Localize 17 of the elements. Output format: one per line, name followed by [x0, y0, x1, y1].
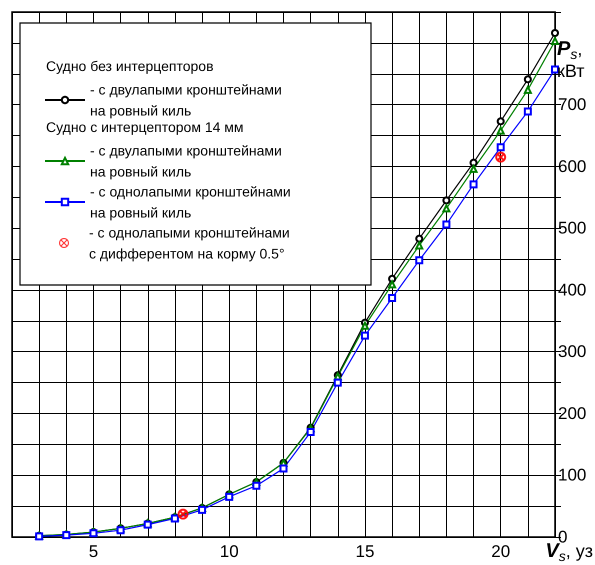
legend-label: - с однолапыми кронштейнами на ровный киль — [90, 184, 291, 220]
y-tick-label: 400 — [558, 280, 586, 300]
annotation: Судно без интерцепторов — [46, 58, 214, 74]
y-tick-label: 100 — [558, 466, 586, 485]
x-tick-label: 20 — [491, 542, 510, 561]
legend-label: - с двулапыми кронштейнами на ровный киль — [90, 82, 282, 118]
legend-label: - с двулапыми кронштейнами на ровный киль — [90, 142, 282, 180]
x-tick-label: 10 — [220, 542, 239, 561]
x-tick-label: 5 — [88, 542, 98, 561]
legend-label: - с однолапыми кронштейнами с дифферентом на корму 0.5° — [89, 224, 290, 262]
annotation: Судно с интерцептором 14 мм — [46, 119, 244, 135]
y-tick-label: 300 — [558, 342, 586, 362]
y-tick-label: 700 — [558, 95, 586, 114]
y-tick-label: 600 — [558, 156, 586, 176]
y-tick-label: 200 — [558, 404, 586, 423]
x-tick-label: 15 — [355, 542, 374, 561]
y-tick-label: 500 — [558, 218, 586, 238]
